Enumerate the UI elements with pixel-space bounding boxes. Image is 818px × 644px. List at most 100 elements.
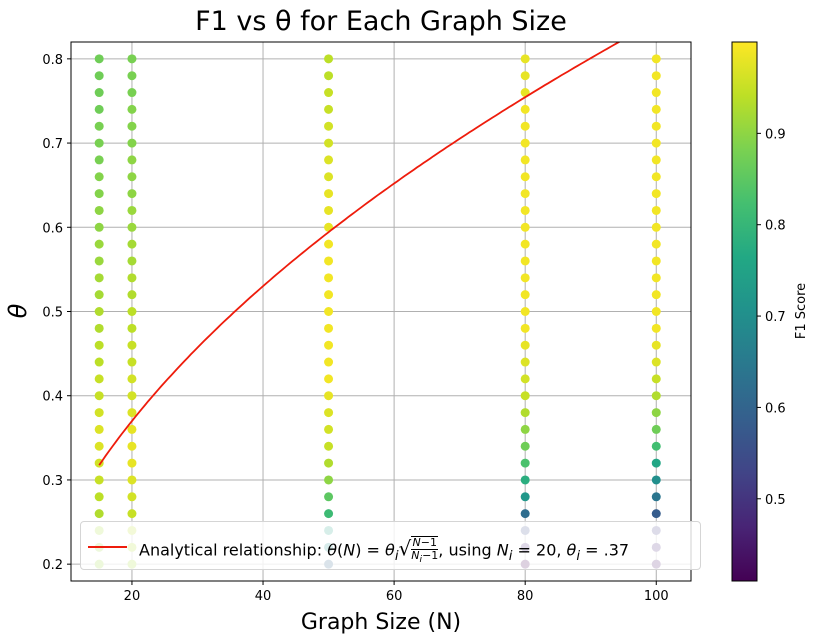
scatter-point [520, 88, 530, 98]
y-tick-label: 0.8 [42, 53, 63, 68]
scatter-point [520, 424, 530, 434]
scatter-point [127, 357, 137, 367]
scatter-point [94, 273, 104, 283]
scatter-point [520, 391, 530, 401]
colorbar-tick-label: 0.9 [765, 127, 786, 142]
scatter-point [520, 273, 530, 283]
legend-text-suffix: , using [438, 540, 497, 560]
analytical-curve-line [98, 42, 621, 466]
scatter-point [520, 256, 530, 266]
scatter-point [651, 239, 661, 249]
scatter-point [127, 492, 137, 502]
scatter-point [127, 408, 137, 418]
legend-text-prefix: Analytical relationship: [139, 540, 328, 560]
scatter-point [127, 458, 137, 468]
scatter-point [94, 256, 104, 266]
scatter-point [127, 54, 137, 64]
scatter-point [94, 307, 104, 316]
scatter-point [127, 222, 137, 232]
scatter-point [651, 323, 661, 333]
scatter-point [651, 172, 661, 182]
y-axis: 0.2 0.3 0.4 0.5 0.6 0.7 0.8 [42, 53, 71, 573]
scatter-point [127, 374, 137, 384]
scatter-point [94, 205, 104, 215]
scatter-point [94, 88, 104, 98]
scatter-point [520, 138, 530, 148]
scatter-point [651, 138, 661, 148]
scatter-point [324, 323, 334, 333]
scatter-point [520, 54, 530, 64]
scatter-point [127, 138, 137, 148]
scatter-point [520, 408, 530, 418]
scatter-point [127, 273, 137, 283]
scatter-point [94, 222, 104, 232]
x-tick-label: 20 [124, 589, 141, 604]
chart-title: F1 vs θ for Each Graph Size [195, 6, 567, 37]
scatter-point [94, 290, 104, 300]
scatter-point [520, 458, 530, 468]
colorbar-gradient [731, 41, 758, 582]
scatter-point [94, 71, 104, 81]
scatter-point [651, 424, 661, 434]
scatter-point [651, 222, 661, 232]
scatter-point [520, 441, 530, 451]
scatter-point [324, 458, 334, 468]
colorbar-tick-label: 0.5 [765, 493, 786, 508]
x-axis: 20 40 60 80 100 [124, 581, 669, 604]
scatter-point [94, 391, 104, 401]
scatter-point [324, 441, 334, 451]
scatter-point [324, 307, 334, 316]
scatter-point [94, 121, 104, 131]
colorbar-tick-label: 0.8 [765, 219, 786, 234]
colorbar-label: F1 Score [794, 283, 809, 339]
scatter-point [127, 88, 137, 98]
scatter-point [127, 424, 137, 434]
scatter-point [324, 172, 334, 182]
x-tick-label: 80 [517, 589, 534, 604]
scatter-point [324, 290, 334, 300]
scatter-point [94, 189, 104, 199]
scatter-point [127, 155, 137, 165]
legend-entry: Analytical relationship: θ(N) = θi√N−1 Ni… [139, 536, 630, 566]
grid [71, 42, 691, 581]
scatter-point [324, 71, 334, 81]
colorbar: 0.5 0.6 0.7 0.8 0.9 F1 Score [731, 41, 809, 582]
scatter-point [651, 492, 661, 502]
scatter-point [94, 54, 104, 64]
scatter-point [324, 374, 334, 384]
scatter-point [94, 408, 104, 418]
scatter-point [520, 492, 530, 502]
scatter-point [324, 509, 334, 519]
x-tick-label: 40 [255, 589, 272, 604]
scatter-point [324, 492, 334, 502]
scatter-point [94, 138, 104, 148]
scatter-point [324, 340, 334, 350]
scatter-point [520, 374, 530, 384]
scatter-point [127, 475, 137, 485]
y-tick-label: 0.6 [42, 221, 63, 236]
scatter-point [651, 155, 661, 165]
scatter-point [651, 256, 661, 266]
scatter-point [520, 155, 530, 165]
colorbar-ticks: 0.5 0.6 0.7 0.8 0.9 [757, 127, 786, 508]
scatter-point [94, 323, 104, 333]
scatter-point [94, 509, 104, 519]
scatter-point [127, 71, 137, 81]
scatter-point [127, 205, 137, 215]
scatter-point [520, 290, 530, 300]
scatter-point [324, 256, 334, 266]
scatter-point [324, 408, 334, 418]
colorbar-tick-label: 0.6 [765, 401, 786, 416]
scatter-point [520, 205, 530, 215]
scatter-point [520, 509, 530, 519]
scatter-point [520, 121, 530, 131]
scatter-point [127, 509, 137, 519]
scatter-point [520, 71, 530, 81]
scatter-point [127, 323, 137, 333]
colorbar-tick-label: 0.7 [765, 310, 786, 325]
scatter-point [651, 374, 661, 384]
scatter-point [324, 239, 334, 249]
scatter-point [127, 239, 137, 249]
scatter-point [651, 104, 661, 114]
